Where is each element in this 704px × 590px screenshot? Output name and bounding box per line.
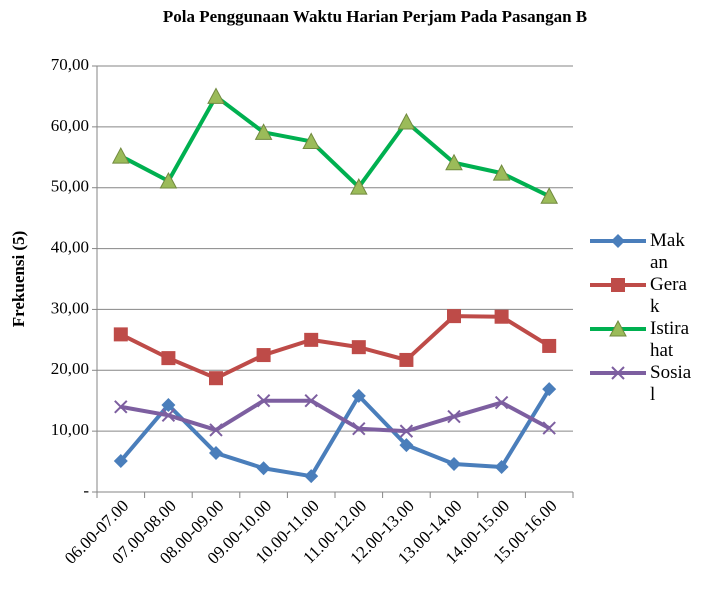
marker [399, 352, 414, 367]
marker [399, 438, 414, 453]
series-line [119, 94, 551, 199]
y-tick-label: 40,00 [51, 237, 89, 256]
marker [209, 371, 223, 386]
legend-item: Gerak [588, 274, 692, 318]
marker [492, 164, 511, 181]
y-tick-label: 50,00 [51, 177, 89, 196]
legend-item: Istirahat [588, 318, 692, 362]
marker [399, 424, 414, 438]
marker [304, 469, 319, 484]
legend: Makan Gerak Istirahat Sosial [588, 230, 692, 406]
marker [304, 394, 318, 408]
chart-title: Pola Penggunaan Waktu Harian Perjam Pada… [162, 7, 588, 26]
marker [351, 340, 366, 355]
legend-key [590, 278, 646, 292]
y-tick-label: 30,00 [51, 298, 89, 317]
legend-key [590, 320, 646, 337]
marker [352, 422, 366, 436]
marker [207, 87, 225, 104]
marker [494, 395, 509, 410]
legend-item: Sosial [588, 362, 692, 406]
marker [256, 461, 271, 476]
marker [609, 320, 627, 337]
marker [254, 123, 273, 140]
marker [209, 423, 223, 437]
marker [447, 409, 461, 424]
marker [161, 408, 176, 423]
marker [113, 327, 128, 342]
legend-key [590, 366, 646, 380]
marker [114, 400, 128, 414]
marker [447, 457, 461, 472]
marker [445, 153, 463, 171]
legend-label: Istirahat [650, 318, 690, 361]
legend-label: Sosial [650, 362, 692, 405]
marker [159, 171, 178, 189]
series-line [120, 398, 551, 434]
y-tick-label: 10,00 [51, 420, 89, 439]
marker [494, 460, 509, 475]
marker [542, 338, 557, 353]
marker [349, 178, 368, 195]
marker [111, 147, 130, 164]
series-line [119, 388, 551, 479]
y-tick-label: 20,00 [51, 359, 89, 378]
legend-label: Gerak [650, 274, 687, 317]
marker [209, 446, 223, 461]
legend-label: Makan [650, 230, 685, 273]
marker [611, 278, 625, 292]
marker [542, 382, 557, 397]
marker [397, 112, 416, 130]
y-axis-label: Frekuensi (5) [9, 231, 28, 328]
series-line [119, 314, 551, 381]
marker [113, 453, 128, 468]
marker [256, 394, 271, 408]
marker [447, 309, 461, 324]
y-tick-label: 70,00 [51, 55, 89, 74]
marker [161, 397, 176, 412]
y-tick-label: - [83, 481, 89, 500]
marker [256, 348, 271, 363]
marker [611, 366, 625, 380]
legend-key [590, 234, 646, 248]
marker [540, 187, 559, 204]
y-tick-label: 60,00 [51, 116, 89, 135]
marker [351, 388, 366, 403]
marker [611, 234, 625, 248]
marker [542, 421, 556, 435]
marker [161, 351, 176, 366]
legend-item: Makan [588, 230, 692, 274]
marker [304, 332, 319, 347]
marker [494, 309, 509, 324]
marker [302, 132, 321, 149]
